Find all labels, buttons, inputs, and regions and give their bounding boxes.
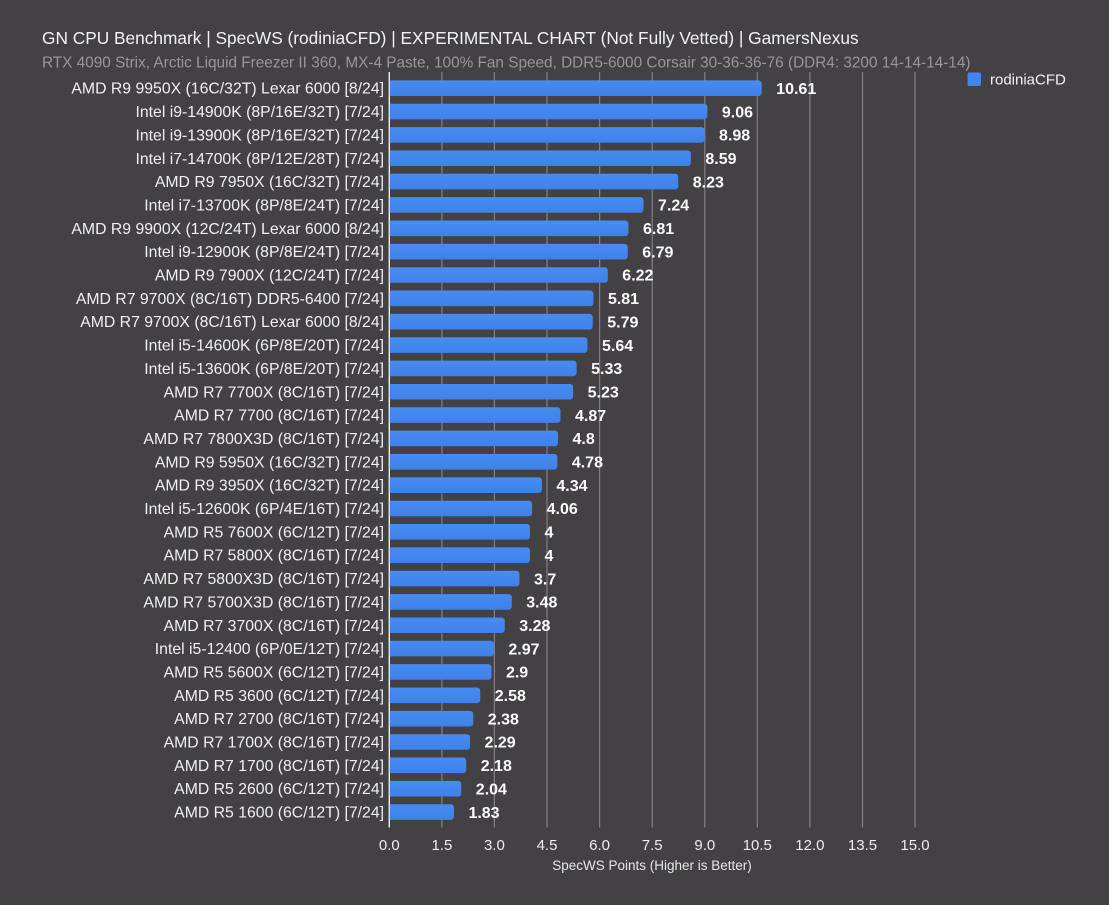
svg-text:10.5: 10.5 xyxy=(743,837,772,854)
svg-text:4: 4 xyxy=(545,525,554,542)
svg-text:6.79: 6.79 xyxy=(642,244,673,261)
svg-text:Intel i9-12900K (8P/8E/24T) [7: Intel i9-12900K (8P/8E/24T) [7/24] xyxy=(144,244,384,261)
svg-text:AMD R7 5800X3D (8C/16T) [7/24]: AMD R7 5800X3D (8C/16T) [7/24] xyxy=(143,571,384,588)
svg-text:Intel i9-14900K (8P/16E/32T) [: Intel i9-14900K (8P/16E/32T) [7/24] xyxy=(135,104,384,121)
svg-text:AMD R9 9900X (12C/24T) Lexar 6: AMD R9 9900X (12C/24T) Lexar 6000 [8/24] xyxy=(71,221,384,238)
svg-text:Intel i9-13900K (8P/16E/32T) [: Intel i9-13900K (8P/16E/32T) [7/24] xyxy=(135,127,384,144)
svg-text:6.0: 6.0 xyxy=(589,837,610,854)
svg-text:5.64: 5.64 xyxy=(602,338,633,355)
svg-text:AMD R9 3950X (16C/32T) [7/24]: AMD R9 3950X (16C/32T) [7/24] xyxy=(155,478,384,495)
svg-text:Intel i7-14700K (8P/12E/28T) [: Intel i7-14700K (8P/12E/28T) [7/24] xyxy=(135,151,384,168)
svg-text:10.61: 10.61 xyxy=(776,81,816,98)
svg-text:RTX 4090 Strix, Arctic Liquid: RTX 4090 Strix, Arctic Liquid Freezer II… xyxy=(42,55,970,72)
svg-text:9.0: 9.0 xyxy=(694,837,715,854)
svg-text:2.18: 2.18 xyxy=(481,758,512,775)
svg-text:AMD R9 9950X (16C/32T) Lexar 6: AMD R9 9950X (16C/32T) Lexar 6000 [8/24] xyxy=(71,81,384,98)
svg-text:AMD R5 7600X (6C/12T) [7/24]: AMD R5 7600X (6C/12T) [7/24] xyxy=(164,524,384,541)
svg-text:AMD R7 7700X (8C/16T) [7/24]: AMD R7 7700X (8C/16T) [7/24] xyxy=(164,384,384,401)
svg-text:8.59: 8.59 xyxy=(705,151,736,168)
svg-text:3.48: 3.48 xyxy=(526,595,557,612)
svg-text:AMD R5 3600 (6C/12T) [7/24]: AMD R5 3600 (6C/12T) [7/24] xyxy=(174,688,384,705)
svg-text:9.06: 9.06 xyxy=(722,104,753,121)
svg-text:AMD R9 7950X (16C/32T) [7/24]: AMD R9 7950X (16C/32T) [7/24] xyxy=(155,174,384,191)
svg-text:12.0: 12.0 xyxy=(795,837,824,854)
svg-text:GN CPU Benchmark | SpecWS (rod: GN CPU Benchmark | SpecWS (rodiniaCFD) |… xyxy=(42,28,859,48)
svg-text:4: 4 xyxy=(545,548,554,565)
svg-text:0.0: 0.0 xyxy=(379,837,400,854)
svg-text:2.58: 2.58 xyxy=(495,688,526,705)
svg-text:Intel i5-13600K (6P/8E/20T) [7: Intel i5-13600K (6P/8E/20T) [7/24] xyxy=(144,361,384,378)
svg-text:AMD R7 3700X (8C/16T) [7/24]: AMD R7 3700X (8C/16T) [7/24] xyxy=(164,618,384,635)
svg-text:AMD R7 7800X3D (8C/16T) [7/24]: AMD R7 7800X3D (8C/16T) [7/24] xyxy=(143,431,384,448)
svg-text:4.5: 4.5 xyxy=(537,837,558,854)
svg-text:8.23: 8.23 xyxy=(693,174,724,191)
svg-text:AMD R7 1700 (8C/16T) [7/24]: AMD R7 1700 (8C/16T) [7/24] xyxy=(174,758,384,775)
svg-text:2.04: 2.04 xyxy=(476,781,507,798)
svg-text:7.24: 7.24 xyxy=(658,198,689,215)
svg-text:13.5: 13.5 xyxy=(848,837,877,854)
svg-text:7.5: 7.5 xyxy=(642,837,663,854)
svg-text:6.81: 6.81 xyxy=(643,221,674,238)
svg-text:AMD R7 9700X (8C/16T) DDR5-640: AMD R7 9700X (8C/16T) DDR5-6400 [7/24] xyxy=(76,291,384,308)
svg-text:AMD R7 2700 (8C/16T) [7/24]: AMD R7 2700 (8C/16T) [7/24] xyxy=(174,711,384,728)
svg-text:AMD R7 1700X (8C/16T) [7/24]: AMD R7 1700X (8C/16T) [7/24] xyxy=(164,735,384,752)
svg-text:2.29: 2.29 xyxy=(485,735,516,752)
svg-text:5.81: 5.81 xyxy=(608,291,639,308)
svg-text:2.38: 2.38 xyxy=(488,711,519,728)
svg-text:8.98: 8.98 xyxy=(719,128,750,145)
svg-text:2.97: 2.97 xyxy=(508,641,539,658)
svg-text:6.22: 6.22 xyxy=(622,268,653,285)
svg-text:1.5: 1.5 xyxy=(431,837,452,854)
svg-text:4.87: 4.87 xyxy=(575,408,606,425)
svg-text:AMD R7 9700X (8C/16T) Lexar 60: AMD R7 9700X (8C/16T) Lexar 6000 [8/24] xyxy=(80,314,384,331)
svg-text:AMD R7 7700 (8C/16T) [7/24]: AMD R7 7700 (8C/16T) [7/24] xyxy=(174,408,384,425)
svg-text:AMD R5 1600 (6C/12T) [7/24]: AMD R5 1600 (6C/12T) [7/24] xyxy=(174,805,384,822)
svg-text:2.9: 2.9 xyxy=(506,665,528,682)
svg-text:5.33: 5.33 xyxy=(591,361,622,378)
svg-text:4.34: 4.34 xyxy=(556,478,587,495)
svg-text:3.28: 3.28 xyxy=(519,618,550,635)
svg-text:rodiniaCFD: rodiniaCFD xyxy=(990,72,1066,89)
svg-text:15.0: 15.0 xyxy=(900,837,929,854)
svg-text:1.83: 1.83 xyxy=(468,805,499,822)
svg-text:AMD R5 5600X (6C/12T) [7/24]: AMD R5 5600X (6C/12T) [7/24] xyxy=(164,664,384,681)
svg-text:SpecWS Points (Higher is Bette: SpecWS Points (Higher is Better) xyxy=(552,858,752,873)
svg-text:AMD R7 5700X3D (8C/16T) [7/24]: AMD R7 5700X3D (8C/16T) [7/24] xyxy=(143,594,384,611)
svg-text:Intel i5-12600K (6P/4E/16T) [7: Intel i5-12600K (6P/4E/16T) [7/24] xyxy=(144,501,384,518)
svg-text:AMD R5 2600 (6C/12T) [7/24]: AMD R5 2600 (6C/12T) [7/24] xyxy=(174,781,384,798)
svg-text:5.23: 5.23 xyxy=(588,384,619,401)
svg-text:4.8: 4.8 xyxy=(573,431,595,448)
svg-text:3.7: 3.7 xyxy=(534,571,556,588)
svg-text:Intel i5-14600K (6P/8E/20T) [7: Intel i5-14600K (6P/8E/20T) [7/24] xyxy=(144,338,384,355)
svg-text:5.79: 5.79 xyxy=(607,314,638,331)
svg-text:4.06: 4.06 xyxy=(547,501,578,518)
svg-text:4.78: 4.78 xyxy=(572,455,603,472)
svg-text:AMD R9 5950X (16C/32T) [7/24]: AMD R9 5950X (16C/32T) [7/24] xyxy=(155,454,384,471)
svg-text:AMD R9 7900X (12C/24T) [7/24]: AMD R9 7900X (12C/24T) [7/24] xyxy=(155,268,384,285)
svg-text:Intel i5-12400 (6P/0E/12T) [7/: Intel i5-12400 (6P/0E/12T) [7/24] xyxy=(155,641,384,658)
svg-text:3.0: 3.0 xyxy=(484,837,505,854)
svg-text:AMD R7 5800X (8C/16T) [7/24]: AMD R7 5800X (8C/16T) [7/24] xyxy=(164,548,384,565)
svg-text:Intel i7-13700K (8P/8E/24T) [7: Intel i7-13700K (8P/8E/24T) [7/24] xyxy=(144,197,384,214)
